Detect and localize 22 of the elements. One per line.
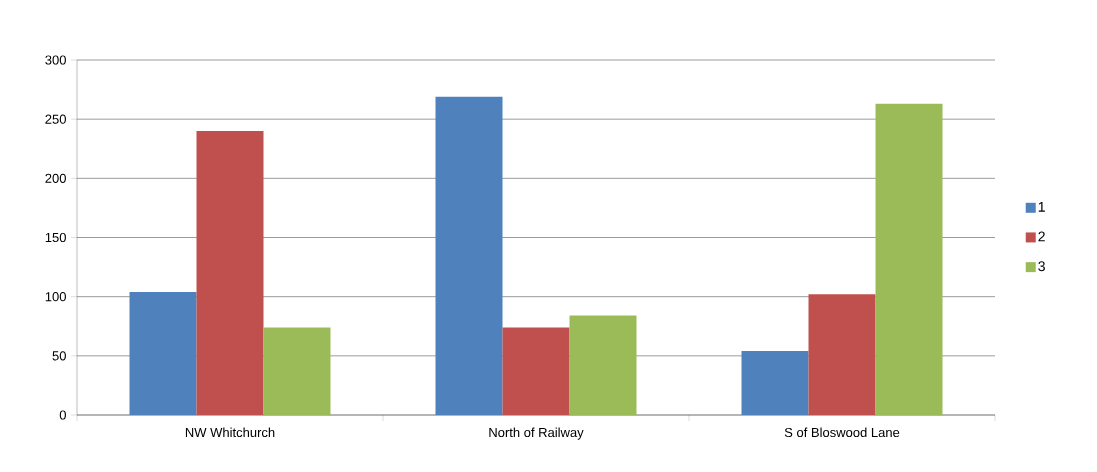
bar [196, 131, 264, 415]
x-tick-label: S of Bloswood Lane [784, 427, 900, 438]
bar [129, 291, 197, 415]
bar [808, 294, 876, 415]
x-tick-label: North of Railway [489, 427, 584, 440]
bar [741, 351, 809, 415]
x-tick-label: NW Whitchurch [185, 427, 275, 438]
bar [875, 103, 943, 415]
bar [435, 96, 503, 415]
y-tick-label: 250 [45, 114, 66, 124]
y-tick-label: 300 [45, 55, 66, 65]
y-tick-label: 200 [45, 173, 66, 183]
legend-label: 1 [1038, 202, 1045, 212]
bar [569, 315, 637, 415]
legend-label: 2 [1038, 231, 1045, 242]
y-tick-label: 0 [59, 410, 66, 420]
legend-label: 3 [1038, 261, 1045, 272]
bar [263, 327, 331, 415]
y-tick-label: 50 [52, 351, 66, 361]
y-tick-label: 100 [45, 292, 66, 302]
bar [502, 327, 570, 415]
y-tick-label: 150 [45, 232, 66, 243]
